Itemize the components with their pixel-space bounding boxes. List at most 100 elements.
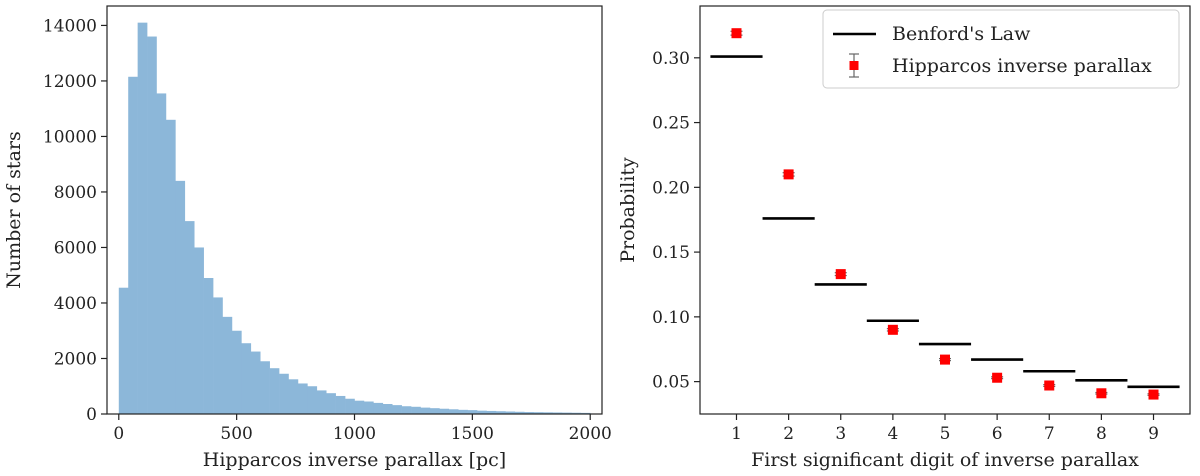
histogram-bar	[571, 412, 582, 414]
benford-y-tick-label: 0.05	[652, 373, 690, 393]
histogram-y-tick-label: 0	[86, 405, 97, 425]
histogram-y-ticks: 0 2000 4000 6000 8000 10000 12000 14000	[43, 16, 107, 425]
histogram-bar	[411, 406, 421, 414]
histogram-bar	[128, 76, 138, 414]
legend-square-marker-icon	[849, 61, 859, 70]
benford-y-axis-label: Probability	[617, 157, 639, 263]
benford-law-segments	[710, 55, 1180, 389]
legend-benford-label: Benford's Law	[892, 23, 1031, 45]
histogram-bar	[382, 404, 393, 414]
histogram-bar	[486, 410, 497, 414]
histogram-bar	[477, 410, 487, 414]
histogram-y-tick-label: 6000	[54, 238, 97, 258]
histogram-bar	[420, 407, 431, 414]
benford-x-axis-label: First significant digit of inverse paral…	[751, 449, 1139, 471]
legend-box	[822, 9, 1180, 89]
histogram-bar	[156, 93, 167, 414]
histogram-y-tick-label: 2000	[54, 349, 97, 369]
benford-y-tick-label: 0.25	[652, 114, 690, 134]
benford-x-tick-label: 8	[1096, 424, 1107, 444]
histogram-x-axis-label: Hipparcos inverse parallax [pc]	[203, 449, 506, 471]
hipparcos-point	[1148, 389, 1159, 400]
benford-y-tick-label: 0.10	[652, 308, 690, 328]
histogram-bar	[561, 412, 572, 414]
histogram-bar	[354, 400, 365, 414]
histogram-bar	[307, 386, 318, 414]
histogram-bar	[213, 297, 223, 414]
benford-y-ticks: 0.05 0.10 0.15 0.20 0.25 0.30	[652, 49, 700, 393]
histogram-y-axis-label: Number of stars	[3, 131, 25, 288]
legend-hipparcos-label: Hipparcos inverse parallax	[892, 55, 1152, 77]
histogram-panel: 0 500 1000 1500 2000 0 2000 4000 6000 8000 10000 1…	[3, 5, 612, 471]
histogram-bar	[147, 36, 157, 415]
histogram-bar	[505, 411, 516, 414]
benford-panel: 1 2 3 4 5 6 7 8 9 0.05 0.10 0.15 0.20 0.25 0.30 First…	[617, 5, 1191, 471]
histogram-bar	[241, 343, 252, 414]
hipparcos-point	[1044, 380, 1055, 391]
hipparcos-point	[783, 169, 794, 180]
histogram-bar	[231, 330, 242, 414]
histogram-x-tick-label: 500	[220, 424, 252, 444]
hipparcos-point	[731, 28, 742, 39]
histogram-bar	[543, 412, 553, 414]
benford-x-tick-label: 4	[887, 424, 898, 444]
histogram-bar	[363, 401, 374, 414]
hipparcos-point	[835, 269, 846, 280]
histogram-bar	[175, 180, 186, 414]
histogram-bar	[401, 406, 412, 414]
benford-y-tick-label: 0.15	[652, 243, 690, 263]
histogram-bar	[458, 409, 468, 414]
hipparcos-point	[887, 324, 898, 335]
benford-x-tick-label: 5	[940, 424, 951, 444]
histogram-bar	[335, 395, 346, 414]
histogram-bar	[392, 405, 402, 414]
histogram-bar	[137, 22, 148, 414]
histogram-bar	[288, 379, 299, 414]
histogram-x-tick-label: 1000	[333, 424, 376, 444]
histogram-bar	[118, 287, 129, 414]
benford-x-ticks: 1 2 3 4 5 6 7 8 9	[731, 414, 1159, 444]
hipparcos-point	[992, 372, 1003, 383]
benford-x-tick-label: 9	[1148, 424, 1159, 444]
histogram-bar	[316, 390, 327, 414]
histogram-x-tick-label: 0	[113, 424, 124, 444]
histogram-bar	[222, 316, 233, 414]
histogram-bar	[429, 408, 440, 414]
histogram-bar	[345, 398, 355, 414]
benford-y-tick-label: 0.30	[652, 49, 690, 69]
histogram-bar	[194, 247, 204, 414]
histogram-y-tick-label: 4000	[54, 294, 97, 314]
histogram-bar	[439, 408, 450, 414]
histogram-bar	[326, 393, 336, 414]
hipparcos-point	[940, 354, 950, 365]
histogram-bar	[165, 119, 176, 414]
benford-x-tick-label: 3	[835, 424, 846, 444]
legend: Benford's Law Hipparcos inverse parallax	[822, 9, 1180, 89]
histogram-bar	[203, 278, 214, 414]
benford-y-tick-label: 0.20	[652, 178, 690, 198]
histogram-x-ticks: 0 500 1000 1500 2000	[113, 414, 612, 444]
histogram-bar	[467, 410, 478, 414]
histogram-y-tick-label: 14000	[43, 16, 97, 36]
histogram-bar	[260, 361, 270, 414]
histogram-bar	[448, 409, 459, 414]
benford-x-tick-label: 2	[783, 424, 794, 444]
histogram-y-tick-label: 10000	[43, 127, 97, 147]
benford-x-tick-label: 7	[1044, 424, 1055, 444]
histogram-bar	[279, 373, 289, 414]
histogram-bar	[269, 368, 280, 414]
histogram-x-tick-label: 1500	[451, 424, 494, 444]
histogram-x-tick-label: 2000	[569, 424, 612, 444]
histogram-bar	[184, 221, 195, 414]
hipparcos-points	[730, 28, 1160, 400]
histogram-bar	[533, 412, 544, 414]
histogram-bar	[524, 412, 534, 414]
histogram-bar	[250, 351, 261, 414]
histogram-y-tick-label: 8000	[54, 183, 97, 203]
histogram-bar	[297, 383, 308, 414]
hipparcos-point	[1096, 388, 1107, 399]
histogram-y-tick-label: 12000	[43, 72, 97, 92]
histogram-bar	[552, 412, 563, 414]
benford-x-tick-label: 1	[731, 424, 742, 444]
benford-x-tick-label: 6	[992, 424, 1003, 444]
